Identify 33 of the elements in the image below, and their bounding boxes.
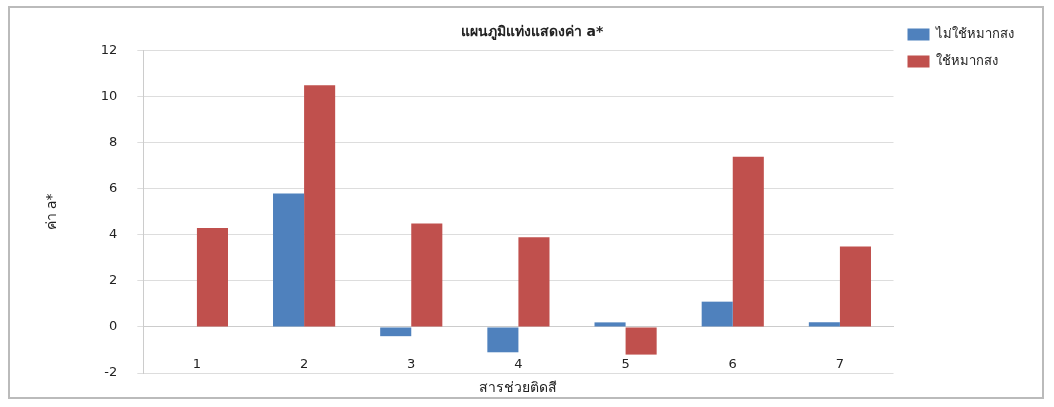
bar — [196, 228, 228, 327]
bar — [594, 322, 626, 327]
x-tick-label: 1 — [192, 356, 202, 372]
y-tick-label: 0 — [109, 318, 118, 334]
x-tick-label: 4 — [514, 356, 523, 372]
x-tick-label: 6 — [728, 356, 737, 372]
x-tick-label: 3 — [407, 356, 416, 372]
y-tick-label: 10 — [100, 88, 118, 104]
y-tick-label: 2 — [109, 272, 118, 288]
bar — [273, 193, 305, 327]
bar — [304, 85, 336, 327]
x-axis-title: สารช่วยติดสี — [479, 378, 558, 395]
x-tick-label: 7 — [835, 356, 845, 372]
bar — [808, 322, 840, 327]
bar — [380, 327, 412, 337]
legend-label: ใช้หมากสง — [936, 52, 998, 68]
bar — [487, 327, 519, 353]
bar — [625, 327, 657, 355]
x-tick-label: 5 — [621, 356, 630, 372]
x-tick-label: 2 — [299, 356, 309, 372]
bar — [701, 301, 733, 327]
y-tick-label: 8 — [109, 134, 118, 150]
y-tick-label: 4 — [109, 226, 118, 242]
bar — [732, 156, 764, 327]
bar — [839, 246, 871, 327]
y-tick-label: -2 — [104, 364, 118, 380]
bar — [411, 223, 443, 327]
y-tick-label: 12 — [100, 42, 118, 58]
y-axis-title: ค่า a* — [43, 193, 60, 231]
bar — [518, 237, 550, 327]
y-tick-label: 6 — [109, 180, 118, 196]
legend-label: ไม่ใช้หมากสง — [935, 25, 1014, 41]
chart-title: แผนภูมิแท่งแสดงค่า a* — [460, 23, 604, 41]
